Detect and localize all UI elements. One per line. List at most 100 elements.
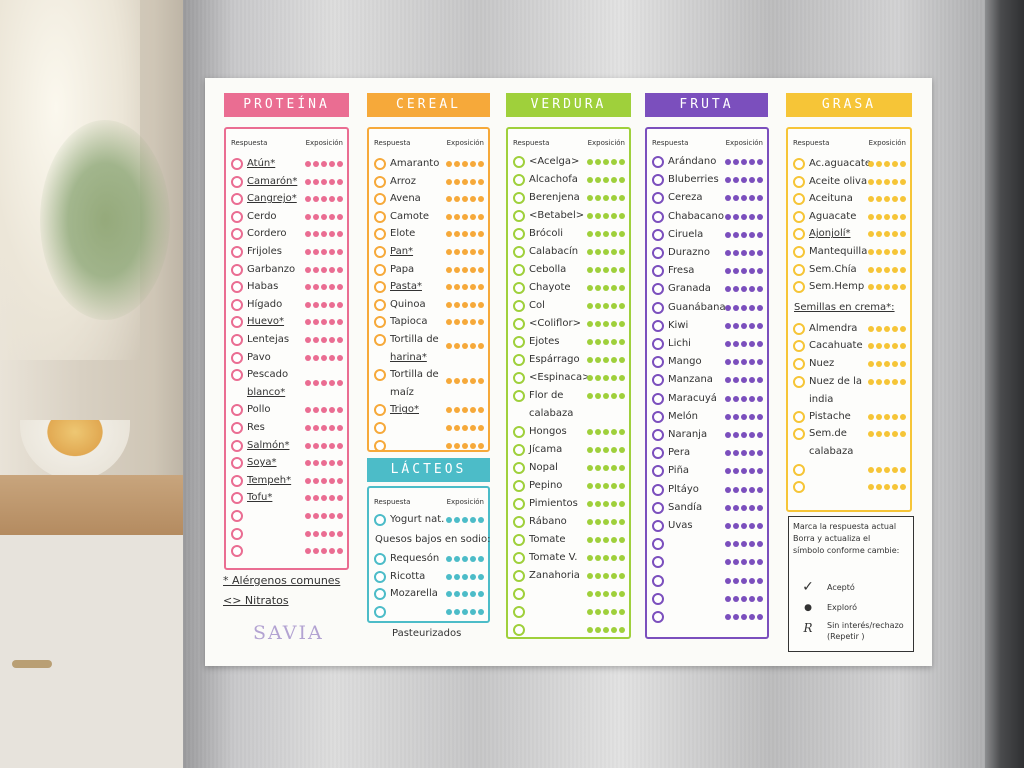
exposure-dot[interactable] [454, 556, 460, 562]
exposure-dot[interactable] [749, 541, 755, 548]
exposure-dot[interactable] [462, 266, 468, 273]
response-circle[interactable] [513, 606, 525, 618]
exposure-dot[interactable] [603, 609, 609, 615]
exposure-dots[interactable] [587, 591, 625, 598]
exposure-dot[interactable] [478, 231, 484, 238]
exposure-dot[interactable] [595, 339, 601, 345]
exposure-dot[interactable] [305, 196, 311, 203]
exposure-dot[interactable] [757, 468, 763, 475]
response-circle[interactable] [793, 263, 805, 276]
exposure-dot[interactable] [725, 595, 731, 602]
exposure-dots[interactable] [446, 213, 484, 221]
exposure-dot[interactable] [884, 249, 890, 255]
exposure-dots[interactable] [587, 357, 625, 364]
exposure-dot[interactable] [446, 378, 452, 385]
exposure-dot[interactable] [478, 301, 484, 308]
response-circle[interactable] [231, 422, 243, 434]
exposure-dot[interactable] [611, 285, 617, 291]
exposure-dot[interactable] [868, 178, 874, 185]
exposure-dot[interactable] [611, 375, 617, 381]
response-circle[interactable] [652, 429, 664, 441]
exposure-dot[interactable] [313, 548, 319, 555]
exposure-dot[interactable] [337, 249, 343, 255]
exposure-dot[interactable] [900, 431, 906, 438]
exposure-dot[interactable] [313, 266, 319, 273]
exposure-dot[interactable] [329, 319, 335, 326]
exposure-dot[interactable] [587, 249, 593, 255]
exposure-dot[interactable] [725, 322, 731, 329]
exposure-dot[interactable] [321, 513, 327, 519]
exposure-dot[interactable] [611, 195, 617, 201]
exposure-dots[interactable] [587, 627, 625, 634]
exposure-dot[interactable] [603, 519, 609, 525]
exposure-dot[interactable] [305, 249, 311, 255]
exposure-dot[interactable] [741, 486, 747, 493]
exposure-dots[interactable] [868, 413, 906, 421]
exposure-dot[interactable] [321, 213, 327, 220]
exposure-dot[interactable] [305, 301, 311, 308]
exposure-dot[interactable] [454, 378, 460, 385]
response-circle[interactable] [793, 481, 805, 494]
exposure-dot[interactable] [611, 213, 617, 219]
exposure-dots[interactable] [446, 556, 484, 563]
exposure-dots[interactable] [725, 432, 763, 439]
response-circle[interactable] [793, 210, 805, 223]
exposure-dot[interactable] [478, 284, 484, 291]
exposure-dots[interactable] [725, 468, 763, 475]
response-circle[interactable] [513, 156, 525, 168]
exposure-dot[interactable] [587, 303, 593, 309]
exposure-dot[interactable] [454, 231, 460, 238]
exposure-dot[interactable] [619, 573, 625, 579]
exposure-dots[interactable] [446, 161, 484, 168]
exposure-dot[interactable] [305, 213, 311, 220]
exposure-dots[interactable] [305, 249, 343, 256]
exposure-dot[interactable] [868, 284, 874, 291]
exposure-dot[interactable] [478, 378, 484, 385]
exposure-dot[interactable] [749, 231, 755, 238]
exposure-dot[interactable] [884, 178, 890, 185]
exposure-dot[interactable] [446, 573, 452, 580]
exposure-dot[interactable] [446, 178, 452, 185]
response-circle[interactable] [513, 426, 525, 438]
exposure-dot[interactable] [305, 548, 311, 555]
exposure-dot[interactable] [305, 231, 311, 238]
exposure-dot[interactable] [587, 501, 593, 507]
response-circle[interactable] [513, 318, 525, 330]
exposure-dot[interactable] [446, 284, 452, 291]
exposure-dot[interactable] [478, 608, 484, 615]
exposure-dot[interactable] [611, 303, 617, 309]
exposure-dot[interactable] [749, 268, 755, 275]
exposure-dot[interactable] [749, 177, 755, 184]
exposure-dot[interactable] [587, 609, 593, 615]
exposure-dot[interactable] [749, 413, 755, 420]
exposure-dot[interactable] [446, 196, 452, 203]
exposure-dot[interactable] [876, 266, 882, 273]
exposure-dots[interactable] [587, 285, 625, 292]
exposure-dot[interactable] [876, 378, 882, 385]
response-circle[interactable] [652, 356, 664, 369]
exposure-dot[interactable] [470, 178, 476, 185]
exposure-dots[interactable] [868, 361, 906, 368]
exposure-dot[interactable] [619, 357, 625, 363]
response-circle[interactable] [374, 439, 386, 452]
exposure-dot[interactable] [329, 231, 335, 238]
response-circle[interactable] [513, 336, 525, 348]
exposure-dot[interactable] [892, 378, 898, 385]
exposure-dot[interactable] [337, 380, 343, 387]
exposure-dot[interactable] [313, 477, 319, 484]
exposure-dot[interactable] [868, 266, 874, 273]
exposure-dot[interactable] [337, 319, 343, 326]
exposure-dot[interactable] [757, 304, 763, 311]
exposure-dot[interactable] [478, 517, 484, 523]
exposure-dot[interactable] [884, 161, 890, 167]
response-circle[interactable] [374, 193, 386, 206]
exposure-dot[interactable] [868, 378, 874, 385]
exposure-dot[interactable] [741, 286, 747, 293]
exposure-dot[interactable] [446, 161, 452, 167]
exposure-dot[interactable] [741, 450, 747, 457]
exposure-dot[interactable] [446, 319, 452, 326]
exposure-dot[interactable] [725, 523, 731, 529]
exposure-dot[interactable] [619, 465, 625, 471]
exposure-dot[interactable] [757, 341, 763, 347]
exposure-dot[interactable] [900, 231, 906, 238]
